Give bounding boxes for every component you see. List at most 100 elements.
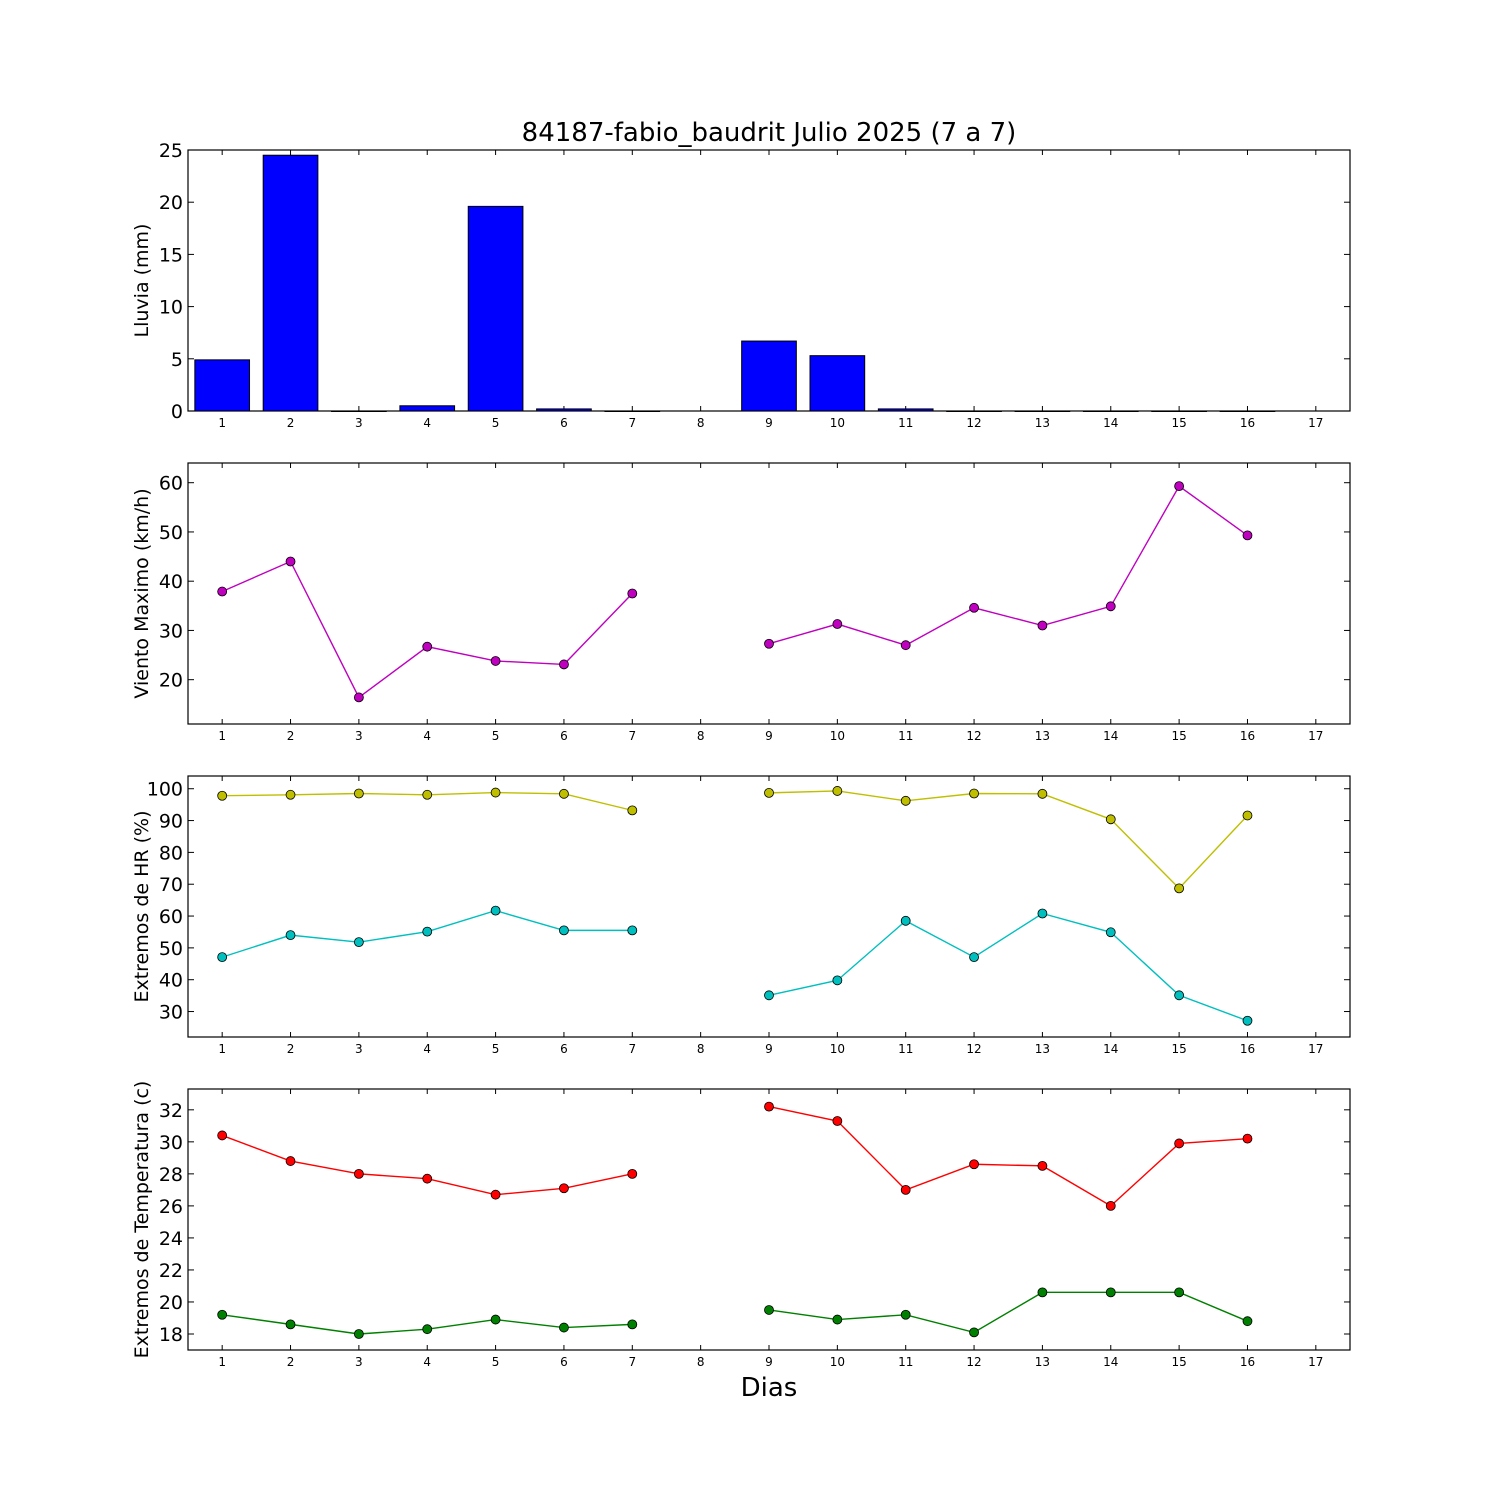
series-2-point [1174, 990, 1185, 1001]
x-tick-label: 3 [355, 1355, 363, 1369]
series-1-point [764, 638, 774, 649]
series-2-point [900, 915, 911, 926]
y-tick-label: 20 [159, 192, 183, 214]
series-2-point [285, 1319, 296, 1330]
x-tick-label: 17 [1308, 729, 1323, 743]
series-1-point [764, 787, 774, 798]
series-1-point [490, 787, 501, 798]
x-tick-label: 10 [830, 1355, 845, 1369]
y-tick-label: 30 [159, 1002, 183, 1024]
x-tick-label: 16 [1240, 1042, 1255, 1056]
series-2-point [832, 975, 843, 986]
series-1-point [1105, 814, 1116, 825]
x-tick-label: 9 [765, 1355, 773, 1369]
y-tick-label: 32 [159, 1100, 183, 1122]
y-axis-label: Extremos de HR (%) [131, 810, 153, 1002]
series-2-point [1174, 1287, 1185, 1298]
series-1-point [627, 805, 638, 816]
series-1-point [559, 788, 569, 799]
series-2-point [1037, 908, 1048, 919]
x-tick-label: 8 [697, 1355, 705, 1369]
y-axis-label: Lluvia (mm) [131, 224, 153, 338]
x-tick-label: 3 [355, 416, 363, 430]
x-tick-label: 7 [628, 416, 636, 430]
series-2-point [490, 905, 501, 916]
x-tick-label: 1 [218, 1355, 226, 1369]
x-tick-label: 5 [492, 1355, 500, 1369]
y-tick-label: 100 [147, 779, 183, 801]
series-2-point [1037, 1287, 1048, 1298]
x-tick-label: 17 [1308, 416, 1323, 430]
series-2-point [627, 925, 638, 936]
y-tick-label: 30 [159, 1132, 183, 1154]
x-tick-label: 9 [765, 729, 773, 743]
bar [467, 205, 524, 412]
series-2-point [764, 990, 774, 1001]
y-axis-label: Extremos de Temperatura (c) [131, 1081, 153, 1359]
series-1-point [1242, 810, 1253, 821]
x-tick-label: 9 [765, 1042, 773, 1056]
series-1-point [422, 641, 433, 652]
series-1-point [1105, 1200, 1116, 1211]
y-tick-label: 18 [159, 1324, 183, 1346]
series-1-point [1037, 620, 1048, 631]
series-1-point [1037, 788, 1048, 799]
series-1-point [969, 1159, 979, 1170]
series-1-point [900, 1184, 911, 1195]
y-tick-label: 15 [159, 244, 183, 266]
series-2-point [285, 930, 296, 941]
bar [399, 405, 456, 412]
y-tick-label: 50 [159, 938, 183, 960]
x-tick-label: 13 [1035, 1042, 1050, 1056]
series-1-line [221, 560, 633, 699]
x-tick-label: 11 [898, 1355, 913, 1369]
series-2-point [1105, 1287, 1116, 1298]
bar [1082, 410, 1139, 412]
y-tick-label: 60 [159, 906, 183, 928]
series-1-line [221, 1134, 633, 1196]
x-tick-label: 16 [1240, 729, 1255, 743]
x-tick-label: 14 [1103, 416, 1118, 430]
y-tick-label: 24 [159, 1228, 183, 1250]
x-tick-label: 4 [423, 1042, 431, 1056]
x-tick-label: 13 [1035, 729, 1050, 743]
series-1-point [1174, 481, 1185, 492]
x-tick-label: 17 [1308, 1355, 1323, 1369]
x-tick-label: 3 [355, 1042, 363, 1056]
series-1-point [1174, 883, 1185, 894]
series-2-point [217, 1309, 228, 1320]
bar [604, 410, 661, 412]
x-tick-label: 11 [898, 729, 913, 743]
y-tick-label: 5 [171, 349, 183, 371]
x-tick-label: 5 [492, 1042, 500, 1056]
series-1-point [1242, 1133, 1253, 1144]
x-tick-label: 9 [765, 416, 773, 430]
series-1-point [1105, 601, 1116, 612]
x-tick-label: 17 [1308, 1042, 1323, 1056]
x-tick-label: 10 [830, 729, 845, 743]
x-tick-label: 10 [830, 416, 845, 430]
series-2-point [969, 952, 979, 963]
series-2-point [490, 1314, 501, 1325]
x-tick-label: 16 [1240, 1355, 1255, 1369]
series-1-point [490, 1189, 501, 1200]
series-1-point [832, 786, 843, 796]
y-tick-label: 80 [159, 842, 183, 864]
series-2-line [768, 912, 1248, 1022]
series-1-point [559, 659, 569, 670]
bar [809, 355, 866, 412]
x-tick-label: 5 [492, 729, 500, 743]
x-tick-label: 15 [1171, 1042, 1186, 1056]
bar [741, 340, 797, 412]
x-tick-label: 3 [355, 729, 363, 743]
series-1-point [627, 588, 638, 599]
series-1-line [768, 790, 1248, 890]
bar [194, 359, 251, 412]
series-1-point [832, 1116, 843, 1126]
x-tick-label: 1 [218, 416, 226, 430]
series-1-point [217, 586, 228, 597]
x-tick-label: 2 [287, 1355, 295, 1369]
y-tick-label: 25 [159, 140, 183, 162]
series-1-point [832, 619, 843, 629]
series-1-point [900, 795, 911, 806]
